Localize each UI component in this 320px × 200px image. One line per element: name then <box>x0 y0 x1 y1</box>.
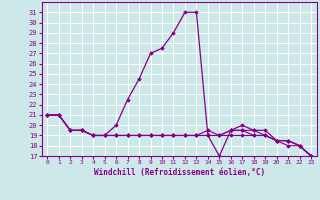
X-axis label: Windchill (Refroidissement éolien,°C): Windchill (Refroidissement éolien,°C) <box>94 168 265 177</box>
